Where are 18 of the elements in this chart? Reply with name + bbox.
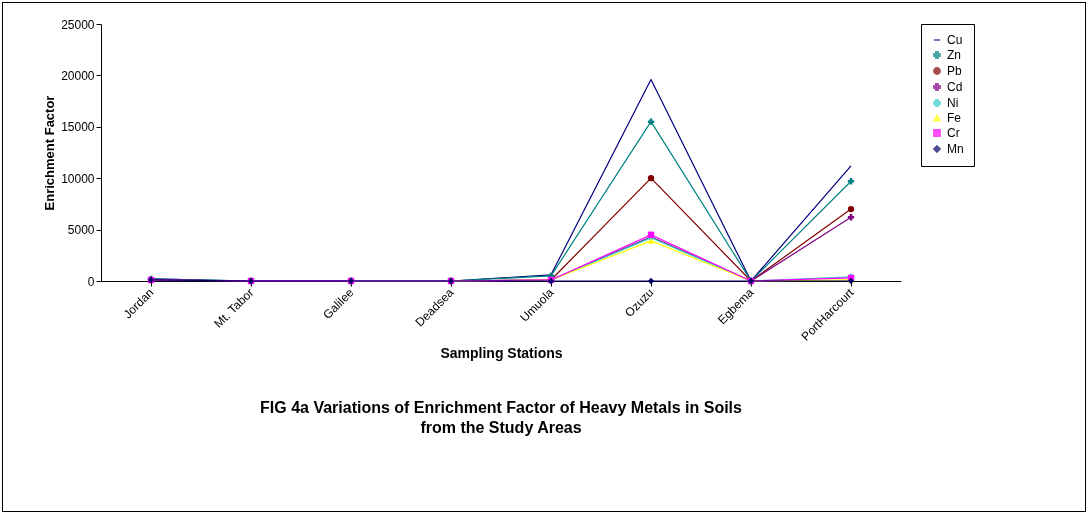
legend-label: Cd: [947, 80, 963, 94]
y-tick-label: 0: [87, 274, 95, 289]
text: from the Study Areas: [420, 419, 582, 437]
legend-label: Pb: [947, 64, 962, 78]
legend-label: Fe: [947, 111, 962, 125]
y-axis-title: Enrichment Factor: [42, 95, 58, 211]
text: FIG 4a Variations of Enrichment Factor of Heavy Metals in Soils: [260, 399, 743, 417]
legend-label: Zn: [947, 48, 962, 62]
y-tick-label: 25000: [61, 17, 95, 32]
legend-label: Mn: [947, 142, 964, 156]
legend-label: Cu: [947, 33, 963, 47]
y-tick-label: 20000: [61, 68, 95, 83]
legend-label: Cr: [947, 126, 960, 140]
y-tick-label: 5000: [67, 223, 95, 238]
y-tick-label: 10000: [61, 171, 95, 186]
x-axis-title: Sampling Stations: [440, 344, 563, 361]
y-tick-label: 15000: [61, 120, 95, 135]
legend-label: Ni: [947, 96, 959, 110]
